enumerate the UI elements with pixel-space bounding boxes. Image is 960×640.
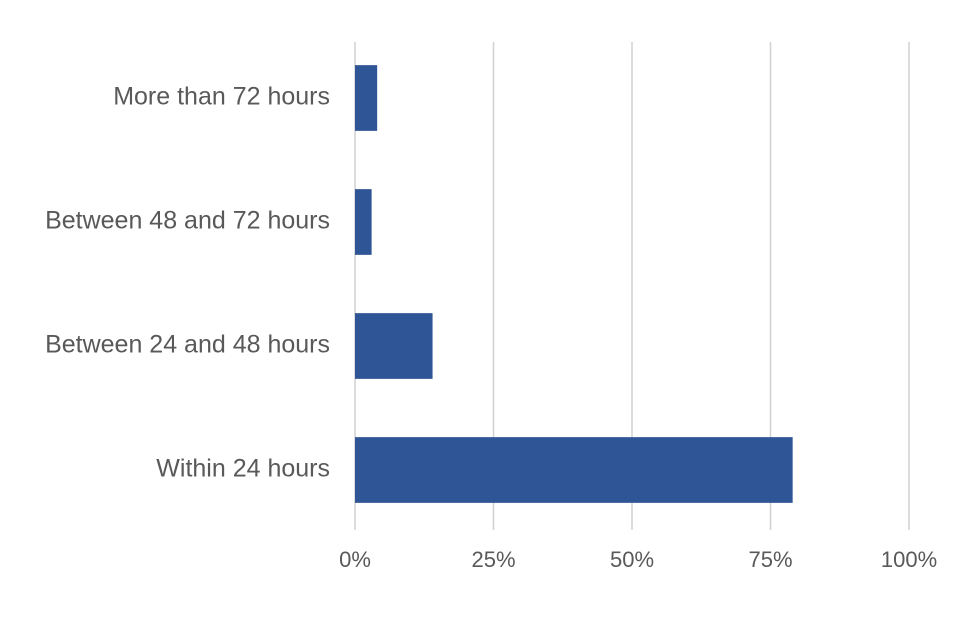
y-tick-label: Between 48 and 72 hours: [45, 207, 330, 235]
y-tick-label: More than 72 hours: [113, 83, 330, 111]
x-tick-label: 100%: [881, 547, 937, 572]
bar: [355, 313, 433, 379]
x-tick-label: 50%: [610, 547, 654, 572]
bar: [355, 65, 378, 131]
x-tick-label: 75%: [748, 547, 792, 572]
y-tick-label: Between 24 and 48 hours: [45, 331, 330, 359]
x-tick-label: 25%: [471, 547, 515, 572]
bar: [355, 189, 372, 255]
x-tick-label: 0%: [339, 547, 371, 572]
y-tick-label: Within 24 hours: [156, 455, 330, 483]
bar: [355, 437, 793, 503]
